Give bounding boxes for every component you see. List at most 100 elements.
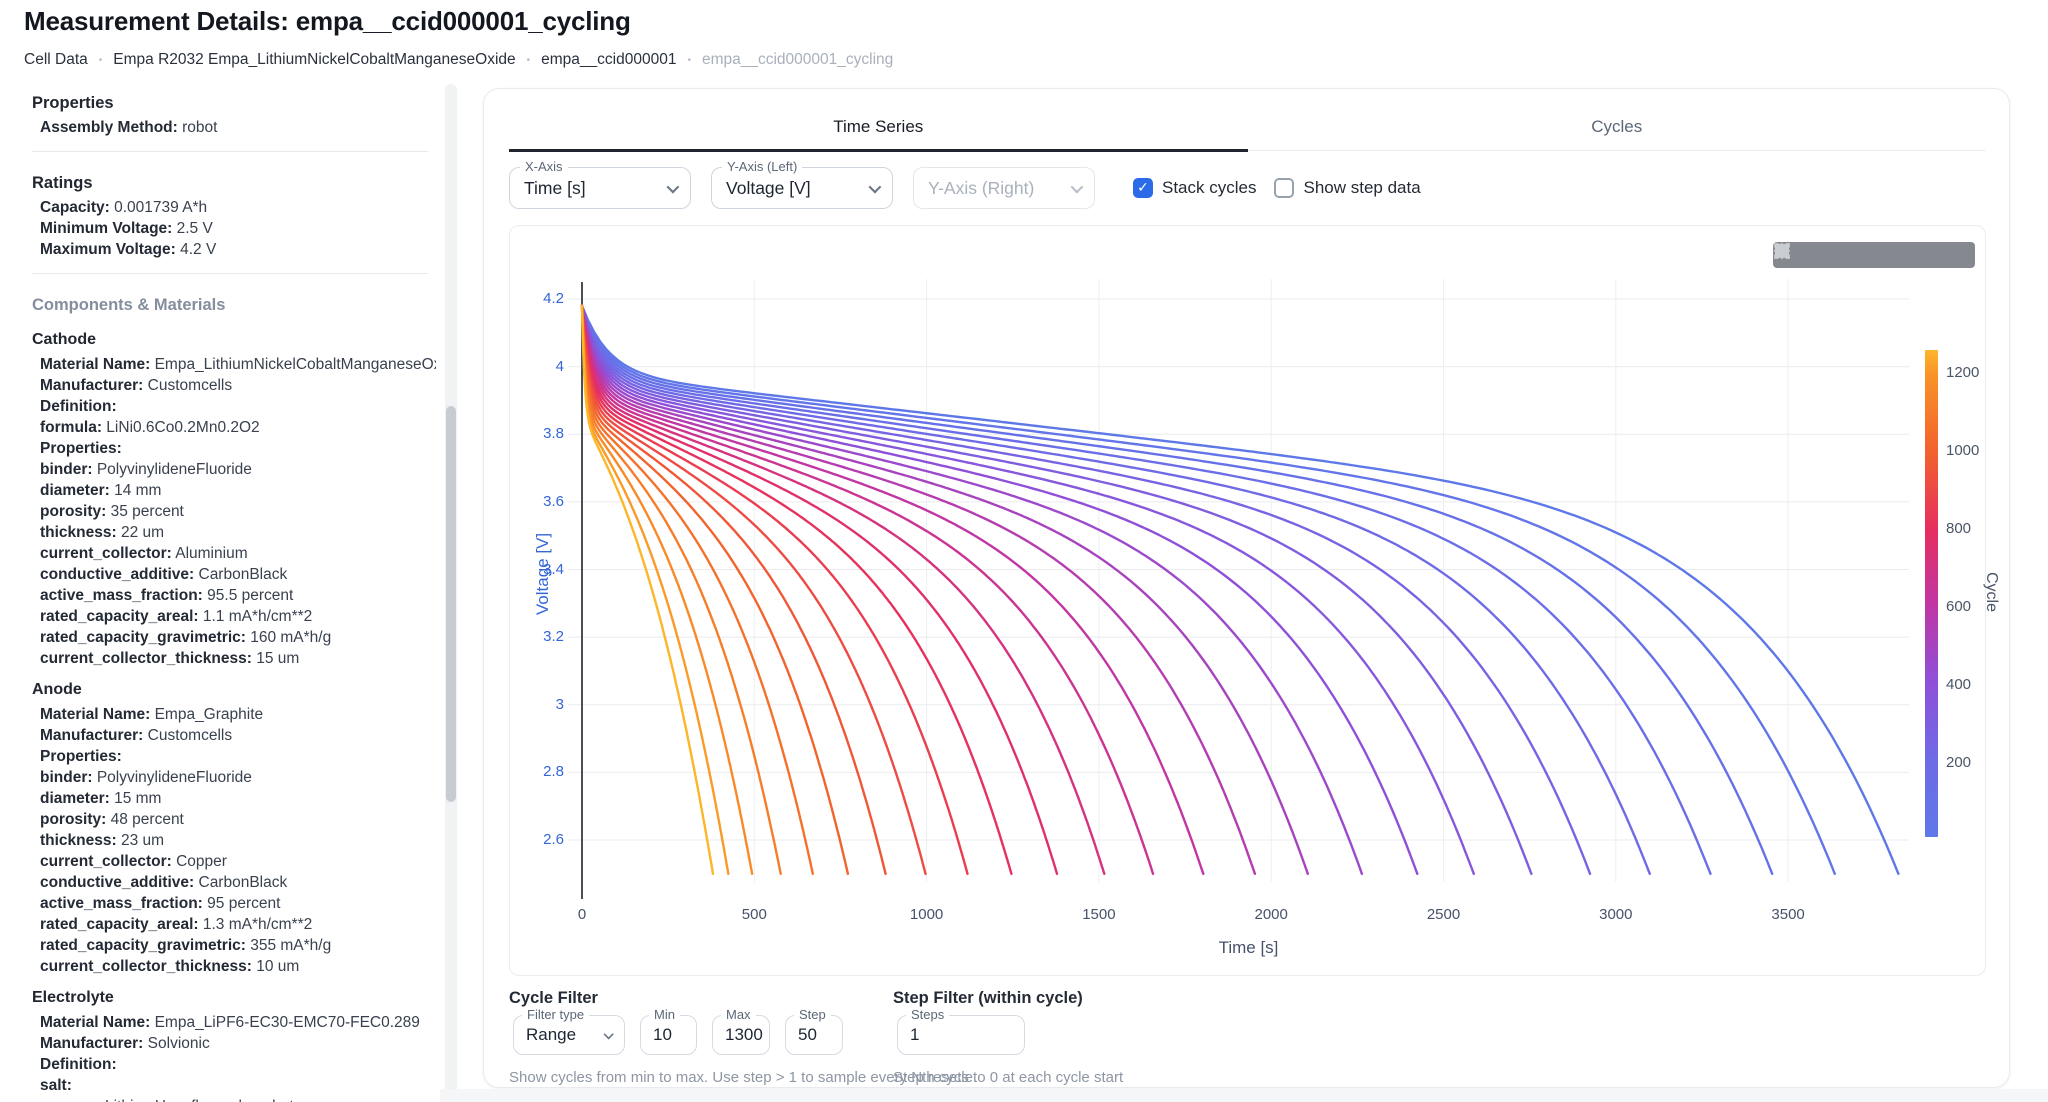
sidebar-divider [32, 151, 428, 152]
chevron-down-icon [868, 180, 882, 193]
discharge-curve-cycle-1160 [580, 304, 754, 875]
discharge-curve-cycle-810 [580, 304, 1013, 875]
steps-input[interactable]: Steps 1 [897, 1008, 1025, 1055]
breadcrumb-separator: • [687, 54, 691, 66]
next-panel-edge [440, 1089, 2048, 1102]
y-tick-label: 3.8 [543, 425, 564, 443]
discharge-curve-cycle-60 [580, 304, 1837, 875]
property-row: Minimum Voltage: 2.5 V [40, 220, 213, 237]
sidebar-section-title: Anode [32, 681, 82, 698]
colorbar-tick-label: 1000 [1946, 442, 1980, 460]
sidebar: Properties Assembly Method: robot Ratings C… [24, 84, 436, 1102]
colorbar-tick-label: 200 [1946, 753, 1972, 771]
breadcrumb-item: empa__ccid000001_cycling [701, 51, 894, 68]
breadcrumb-item[interactable]: empa__ccid000001 [541, 51, 677, 68]
min-input[interactable]: Min 10 [640, 1008, 697, 1055]
home-icon[interactable] [1775, 244, 1965, 264]
property-row: formula: LiNi0.6Co0.2Mn0.2O2 [40, 419, 260, 436]
cycle-filter-row: Filter type Range Min 10 Max 1300 Step 5… [513, 1008, 858, 1055]
step-filter-helper: Step resets to 0 at each cycle start [893, 1069, 1124, 1086]
max-input-label: Max [721, 1008, 756, 1022]
tab-label: Time Series [833, 116, 924, 136]
colorbar-tick-label: 800 [1946, 520, 1972, 538]
colorbar-tick-label: 1200 [1946, 364, 1980, 382]
property-row: thickness: 22 um [40, 524, 165, 541]
x-axis-select[interactable]: X-Axis Time [s] [509, 160, 691, 209]
property-row: Material Name: Empa_LiPF6-EC30-EMC70-FEC… [40, 1014, 420, 1031]
discharge-curve-cycle-510 [580, 304, 1309, 875]
property-row: Definition: [40, 1056, 117, 1073]
step-input[interactable]: Step 50 [785, 1008, 843, 1055]
y-tick-label: 4 [555, 357, 564, 375]
tab-time-series[interactable]: Time Series [509, 103, 1248, 152]
zoom-in-icon[interactable] [1775, 244, 1893, 264]
zoom-icon[interactable] [1774, 243, 1835, 264]
y-axis-title: Voltage [V] [533, 532, 553, 615]
property-row: current_collector: Copper [40, 853, 227, 870]
checkbox-checked-icon[interactable]: ✓ [1133, 178, 1153, 198]
cycle-filter-heading: Cycle Filter [509, 989, 598, 1007]
checkbox-unchecked-icon[interactable] [1274, 178, 1295, 198]
tab-label: Cycles [1591, 116, 1643, 136]
y-axis-right-select-placeholder: Y-Axis (Right) [928, 177, 1035, 198]
steps-input-label: Steps [906, 1008, 950, 1022]
show-step-data-checkbox[interactable]: Show step data [1274, 178, 1421, 198]
property-row: Maximum Voltage: 4.2 V [40, 241, 217, 258]
scrollbar-thumb[interactable] [446, 406, 456, 802]
property-row: Material Name: Empa_Graphite [40, 706, 264, 723]
colorbar-title: Cycle [1983, 571, 2000, 612]
filter-section: Cycle Filter Filter type Range Min 10 Ma… [509, 989, 1986, 1086]
discharge-curve-cycle-560 [580, 304, 1257, 875]
x-tick-label: 1500 [1082, 906, 1116, 923]
x-tick-label: 500 [741, 906, 767, 923]
min-input-label: Min [649, 1008, 680, 1022]
property-row: binder: PolyvinylideneFluoride [40, 461, 252, 478]
voltage-time-plot[interactable] [510, 226, 1987, 977]
y-tick-label: 4.2 [543, 290, 564, 307]
property-row: current_collector_thickness: 15 um [40, 650, 300, 667]
axis-controls: X-Axis Time [s] Y-Axis (Left) Voltage [V… [509, 160, 1986, 209]
chevron-down-icon [666, 180, 680, 193]
property-row: Definition: [40, 398, 117, 415]
sidebar-section-title: Cathode [32, 331, 96, 348]
show-step-data-label: Show step data [1303, 178, 1421, 197]
sidebar-section-title: Electrolyte [32, 989, 114, 1006]
property-row: rated_capacity_gravimetric: 160 mA*h/g [40, 629, 332, 646]
pan-icon[interactable] [1773, 242, 1859, 264]
property-row: name: LithiumHexafluorophosphate [24, 1096, 436, 1102]
discharge-curve-cycle-310 [580, 304, 1533, 875]
cycle-filter-helper: Show cycles from min to max. Use step > … [509, 1069, 978, 1086]
stack-cycles-checkbox[interactable]: ✓ Stack cycles [1133, 178, 1256, 198]
x-tick-label: 1000 [909, 906, 944, 923]
property-row: porosity: 35 percent [40, 503, 184, 520]
max-input[interactable]: Max 1300 [712, 1008, 770, 1055]
breadcrumb-item[interactable]: Empa R2032 Empa_LithiumNickelCobaltManga… [113, 51, 516, 68]
discharge-curve-cycle-460 [580, 304, 1364, 875]
sidebar-scrollbar[interactable] [445, 84, 457, 1102]
tab-bar: Time Series Cycles [509, 103, 1987, 152]
y-tick-label: 2.8 [543, 763, 564, 781]
discharge-curve-cycle-960 [580, 304, 887, 875]
colorbar-tick-label: 400 [1946, 676, 1972, 694]
property-row: conductive_additive: CarbonBlack [40, 566, 288, 583]
breadcrumb-separator: • [526, 54, 531, 66]
y-tick-label: 3.2 [543, 628, 564, 646]
tab-cycles[interactable]: Cycles [1248, 103, 1987, 150]
discharge-curve-cycle-210 [580, 304, 1652, 875]
y-axis-left-select[interactable]: Y-Axis (Left) Voltage [V] [711, 160, 893, 209]
filter-type-select[interactable]: Filter type Range [513, 1008, 625, 1055]
breadcrumb-item[interactable]: Cell Data [24, 51, 88, 68]
property-row: active_mass_fraction: 95.5 percent [40, 587, 294, 604]
max-input-value: 1300 [725, 1025, 763, 1044]
property-row: Manufacturer: Customcells [40, 377, 233, 394]
x-tick-label: 2500 [1426, 906, 1461, 923]
y-axis-right-select[interactable]: Y-Axis (Right) [913, 167, 1095, 209]
autoscale-icon[interactable] [1774, 243, 1941, 264]
discharge-curve-cycle-710 [580, 304, 1106, 875]
discharge-curve-cycle-760 [580, 304, 1059, 875]
zoom-out-icon[interactable] [1775, 244, 1917, 264]
y-tick-label: 2.6 [543, 831, 564, 848]
property-row: binder: PolyvinylideneFluoride [40, 769, 252, 786]
y-tick-label: 3.6 [543, 492, 564, 510]
